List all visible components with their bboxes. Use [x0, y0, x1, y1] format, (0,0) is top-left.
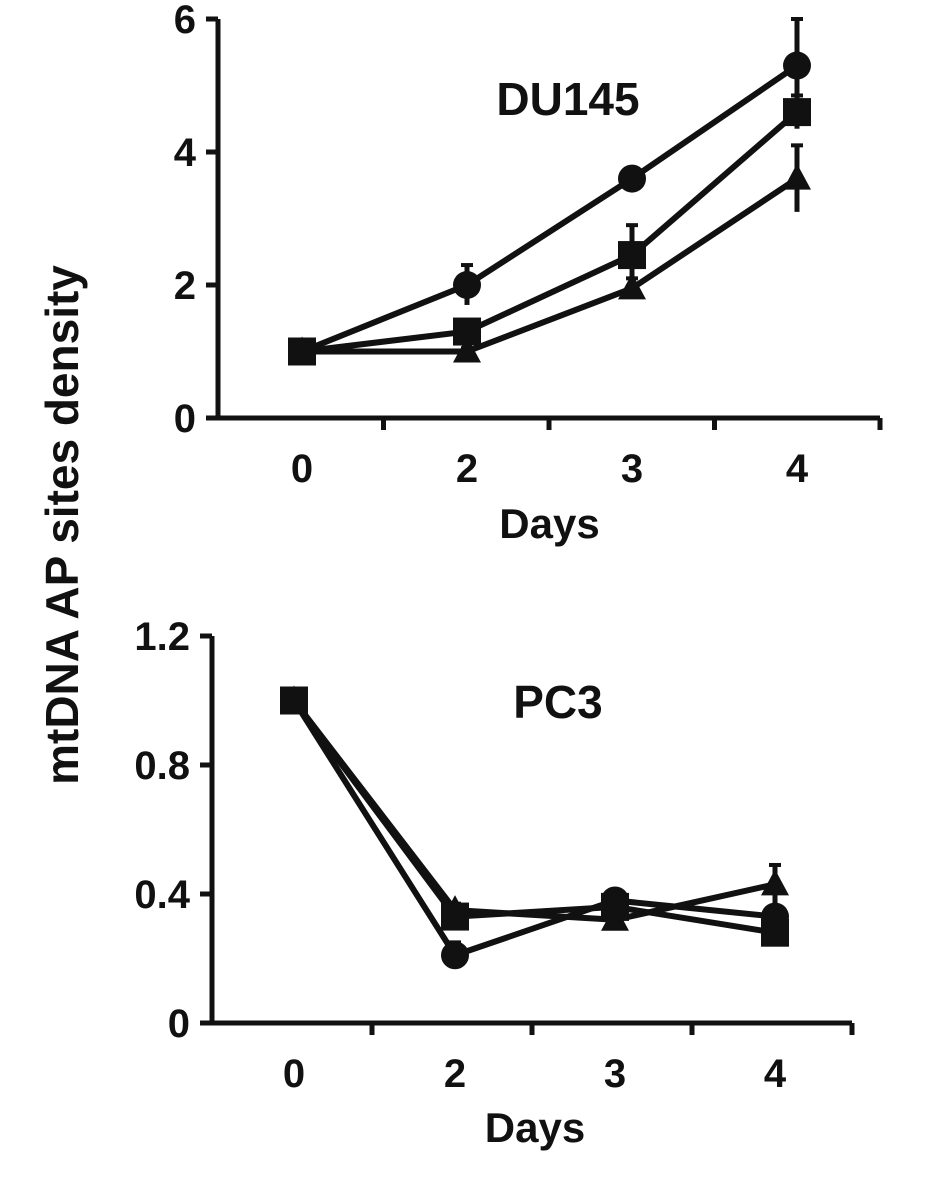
x-tick-label: 2 — [444, 1052, 466, 1096]
data-point-circle — [618, 164, 646, 193]
series-line-triangle — [302, 176, 799, 355]
data-point-triangle — [288, 336, 316, 363]
data-point-square — [783, 98, 811, 127]
data-point-triangle — [280, 685, 308, 712]
y-tick-label: 1.2 — [134, 615, 190, 659]
panel-title: PC3 — [513, 676, 602, 728]
x-tick-label: 0 — [283, 1052, 305, 1096]
series-line-circle — [300, 63, 799, 355]
data-point-triangle — [601, 904, 629, 931]
data-point-triangle — [783, 163, 811, 190]
y-tick-label: 0.8 — [134, 744, 190, 788]
x-axis-title: Days — [499, 500, 599, 547]
x-tick-label: 4 — [786, 447, 809, 491]
chart-du145: 0 2 4 6 0 2 3 4 Days DU145 — [174, 0, 883, 547]
series-line-triangle — [291, 698, 776, 923]
y-tick-label: 0.4 — [134, 873, 190, 917]
data-point-triangle — [618, 273, 646, 300]
x-tick-label: 0 — [291, 447, 313, 491]
x-tick-label: 3 — [604, 1052, 626, 1096]
series-line-circle — [291, 698, 776, 959]
y-tick-label: 0 — [168, 1002, 190, 1046]
data-point-circle — [453, 271, 481, 299]
y-tick-label: 6 — [174, 0, 196, 42]
data-point-triangle — [761, 869, 789, 896]
data-point-circle — [441, 941, 469, 970]
x-axis-title: Days — [485, 1104, 585, 1151]
panel-title: DU145 — [496, 73, 639, 125]
data-point-square — [761, 918, 789, 947]
y-axis-title: mtDNA AP sites density — [36, 265, 88, 785]
x-tick-label: 4 — [764, 1052, 787, 1096]
y-tick-label: 0 — [174, 397, 196, 441]
x-tick-label: 2 — [456, 447, 478, 491]
y-tick-label: 2 — [174, 264, 196, 308]
series-line-square — [301, 109, 799, 355]
data-point-square — [618, 241, 646, 270]
x-tick-label: 3 — [621, 447, 643, 491]
data-point-triangle — [453, 336, 481, 363]
y-tick-label: 4 — [174, 131, 197, 175]
data-point-circle — [783, 51, 811, 80]
data-point-triangle — [441, 895, 469, 922]
chart-pc3: 0 0.4 0.8 1.2 0 2 3 4 Days PC3 — [134, 615, 855, 1151]
